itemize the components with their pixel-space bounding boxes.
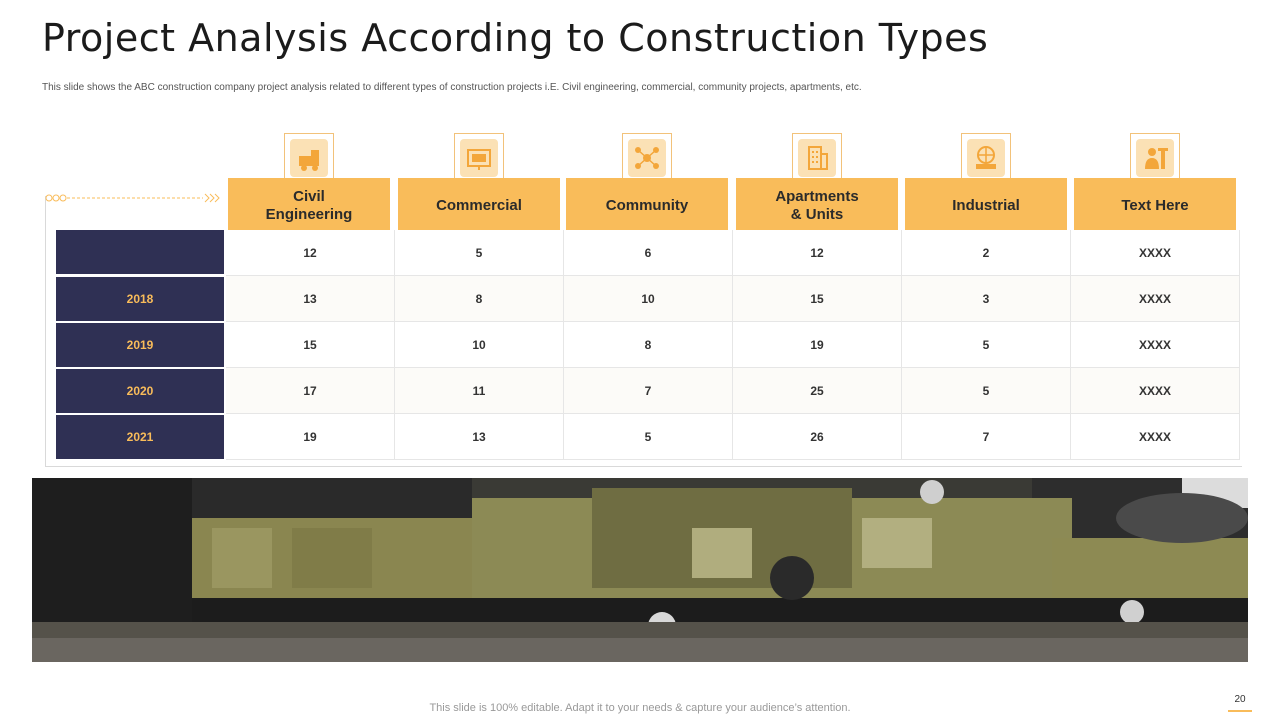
column-icon-box bbox=[961, 133, 1011, 183]
commercial-display-icon bbox=[460, 139, 498, 177]
column-header: Community bbox=[566, 178, 728, 233]
table-cell: 8 bbox=[395, 276, 564, 322]
row-label bbox=[56, 230, 224, 274]
table-cell: 11 bbox=[395, 368, 564, 414]
column-icon-box bbox=[1130, 133, 1180, 183]
table-cell: 8 bbox=[564, 322, 733, 368]
row-label: 2018 bbox=[56, 277, 224, 321]
table-cell: 5 bbox=[902, 322, 1071, 368]
slide-subtitle: This slide shows the ABC construction co… bbox=[42, 82, 862, 93]
table-cell: XXXX bbox=[1071, 230, 1240, 276]
column-icon-box bbox=[792, 133, 842, 183]
column-header: Apartments & Units bbox=[736, 178, 898, 233]
decorative-dotted-line bbox=[45, 193, 220, 203]
table-cell: 10 bbox=[564, 276, 733, 322]
table-cell: 19 bbox=[226, 414, 395, 460]
table-cell: XXXX bbox=[1071, 276, 1240, 322]
table-cell: 26 bbox=[733, 414, 902, 460]
construction-vehicle-icon bbox=[290, 139, 328, 177]
table-cell: XXXX bbox=[1071, 368, 1240, 414]
row-label: 2019 bbox=[56, 323, 224, 367]
table-cell: 13 bbox=[395, 414, 564, 460]
table-frame bbox=[45, 196, 1242, 467]
page-number: 20 bbox=[1234, 694, 1246, 705]
table-cell: 5 bbox=[395, 230, 564, 276]
footer-note: This slide is 100% editable. Adapt it to… bbox=[429, 702, 851, 714]
table-cell: 15 bbox=[226, 322, 395, 368]
table-cell: 2 bbox=[902, 230, 1071, 276]
table-cell: 12 bbox=[733, 230, 902, 276]
apartment-building-icon bbox=[798, 139, 836, 177]
table-cell: 3 bbox=[902, 276, 1071, 322]
table-cell: 17 bbox=[226, 368, 395, 414]
row-label: 2020 bbox=[56, 369, 224, 413]
column-icon-box bbox=[454, 133, 504, 183]
table-cell: XXXX bbox=[1071, 322, 1240, 368]
table-cell: 15 bbox=[733, 276, 902, 322]
train-image bbox=[32, 478, 1248, 662]
table-cell: XXXX bbox=[1071, 414, 1240, 460]
table-cell: 13 bbox=[226, 276, 395, 322]
page-number-underline bbox=[1228, 710, 1252, 712]
column-header: Industrial bbox=[905, 178, 1067, 233]
table-cell: 10 bbox=[395, 322, 564, 368]
column-header: Text Here bbox=[1074, 178, 1236, 233]
table-cell: 5 bbox=[902, 368, 1071, 414]
table-cell: 7 bbox=[564, 368, 733, 414]
table-cell: 12 bbox=[226, 230, 395, 276]
worker-icon bbox=[1136, 139, 1174, 177]
column-header: Civil Engineering bbox=[228, 178, 390, 233]
column-icon-box bbox=[284, 133, 334, 183]
table-cell: 5 bbox=[564, 414, 733, 460]
table-cell: 6 bbox=[564, 230, 733, 276]
industrial-globe-icon bbox=[967, 139, 1005, 177]
table-cell: 19 bbox=[733, 322, 902, 368]
column-icon-box bbox=[622, 133, 672, 183]
table-cell: 25 bbox=[733, 368, 902, 414]
construction-train-photo bbox=[32, 478, 1248, 662]
community-network-icon bbox=[628, 139, 666, 177]
table-cell: 7 bbox=[902, 414, 1071, 460]
column-header: Commercial bbox=[398, 178, 560, 233]
row-label: 2021 bbox=[56, 415, 224, 459]
slide-title: Project Analysis According to Constructi… bbox=[42, 16, 989, 60]
